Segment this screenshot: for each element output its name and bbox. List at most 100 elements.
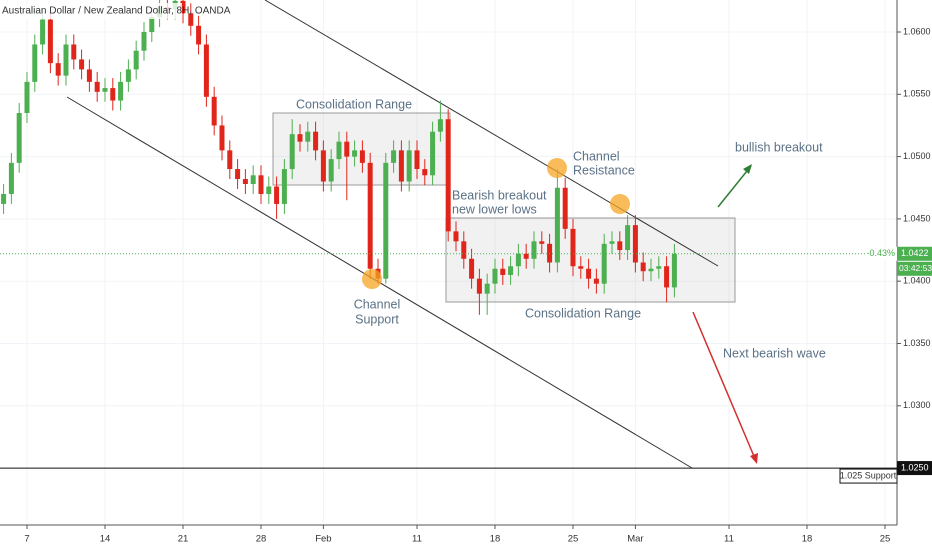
x-tick-label: 14 [100, 534, 111, 545]
touch-marker [610, 194, 630, 214]
candle-body [593, 278, 599, 284]
candle-body [297, 134, 303, 142]
annotation: Support [355, 312, 399, 326]
price-badge [897, 246, 932, 261]
candle-body [344, 141, 350, 157]
candle-body [118, 81, 124, 101]
candle-body [422, 169, 428, 176]
candle-body [547, 243, 553, 263]
candle-body [1, 193, 7, 204]
price-label: 1.0422 [901, 248, 929, 258]
candle-body [476, 278, 482, 294]
candle-body [289, 134, 295, 170]
candle-body [133, 50, 139, 70]
touch-marker [362, 269, 382, 289]
candle-body [609, 241, 615, 244]
candle-body [102, 88, 108, 92]
candle-body [359, 150, 365, 163]
candle-body [664, 266, 670, 288]
candle-body [398, 150, 404, 182]
candle-body [235, 169, 241, 180]
chart-title: Australian Dollar / New Zealand Dollar, … [2, 6, 231, 17]
candle-body [531, 241, 537, 259]
candle-body [63, 44, 69, 76]
candle-body [266, 186, 272, 194]
y-tick-label: 1.0300 [903, 400, 931, 410]
arrow [717, 165, 752, 208]
candle-body [586, 268, 592, 279]
candle-body [313, 131, 319, 151]
candle-body [632, 225, 638, 263]
candle-body [648, 268, 654, 272]
candle-body [110, 88, 116, 101]
candle-body [469, 258, 475, 279]
y-tick-label: 1.0500 [903, 151, 931, 161]
candle-body [570, 228, 576, 267]
candle-body [8, 162, 14, 194]
candle-body [617, 241, 623, 251]
candle-body [219, 125, 225, 151]
x-tick-label: Feb [315, 534, 331, 545]
candle-body [383, 162, 389, 279]
title-bg [0, 3, 182, 19]
candle-body [55, 63, 61, 76]
annotation: Bearish breakout [452, 188, 547, 202]
candle-body [250, 175, 256, 185]
candle-body [437, 119, 443, 132]
support-tag [839, 468, 898, 484]
candle-body [640, 262, 646, 272]
support-text: 1.025 Support [840, 470, 897, 480]
x-tick-label: 18 [490, 534, 501, 545]
candle-body [40, 19, 46, 45]
candle-body [445, 119, 451, 232]
change-badge [866, 246, 897, 261]
candle-body [500, 268, 506, 275]
candle-body [24, 81, 30, 113]
candle-body [281, 169, 287, 204]
annotation: Consolidation Range [525, 306, 641, 320]
annotation: Channel [354, 297, 401, 311]
candle-body [79, 59, 85, 70]
candle-body [242, 179, 248, 185]
candle-body [16, 112, 22, 163]
candle-body [274, 186, 280, 204]
candle-body [188, 13, 194, 26]
consolidation-box [445, 217, 736, 303]
y-tick-label: 1.0350 [903, 338, 931, 348]
countdown-label: 03:42:53 [899, 263, 932, 273]
change-label: -0.43% [866, 248, 895, 258]
x-tick-label: 18 [802, 534, 813, 545]
candle-body [32, 44, 38, 82]
candle-body [258, 175, 264, 194]
consolidation-box [272, 112, 451, 186]
y-tick-label: 1.0600 [903, 26, 931, 36]
candle-body [149, 17, 155, 33]
annotation: bullish breakout [735, 140, 823, 154]
candle-body [336, 141, 342, 160]
annotation: Resistance [573, 163, 635, 177]
candle-body [367, 162, 373, 269]
candle-body [562, 187, 568, 229]
candle-body [391, 150, 397, 163]
candle-body [539, 241, 545, 244]
channel-line [264, 0, 719, 267]
arrow-head [750, 453, 758, 464]
x-tick-label: 25 [880, 534, 891, 545]
candle-body [414, 150, 420, 170]
x-tick-label: 25 [568, 534, 579, 545]
candle-body [625, 225, 631, 251]
candle-body [578, 266, 584, 269]
candle-body [86, 69, 92, 82]
candles [1, 0, 677, 315]
candle-body [523, 253, 529, 259]
candle-body [515, 253, 521, 267]
candle-body [227, 150, 233, 170]
candle-body [211, 96, 217, 126]
candle-body [180, 0, 186, 14]
candle-body [554, 187, 560, 263]
candle-body [305, 131, 311, 142]
candle-body [328, 159, 334, 182]
candle-body [430, 131, 436, 176]
candle-body [601, 243, 607, 284]
